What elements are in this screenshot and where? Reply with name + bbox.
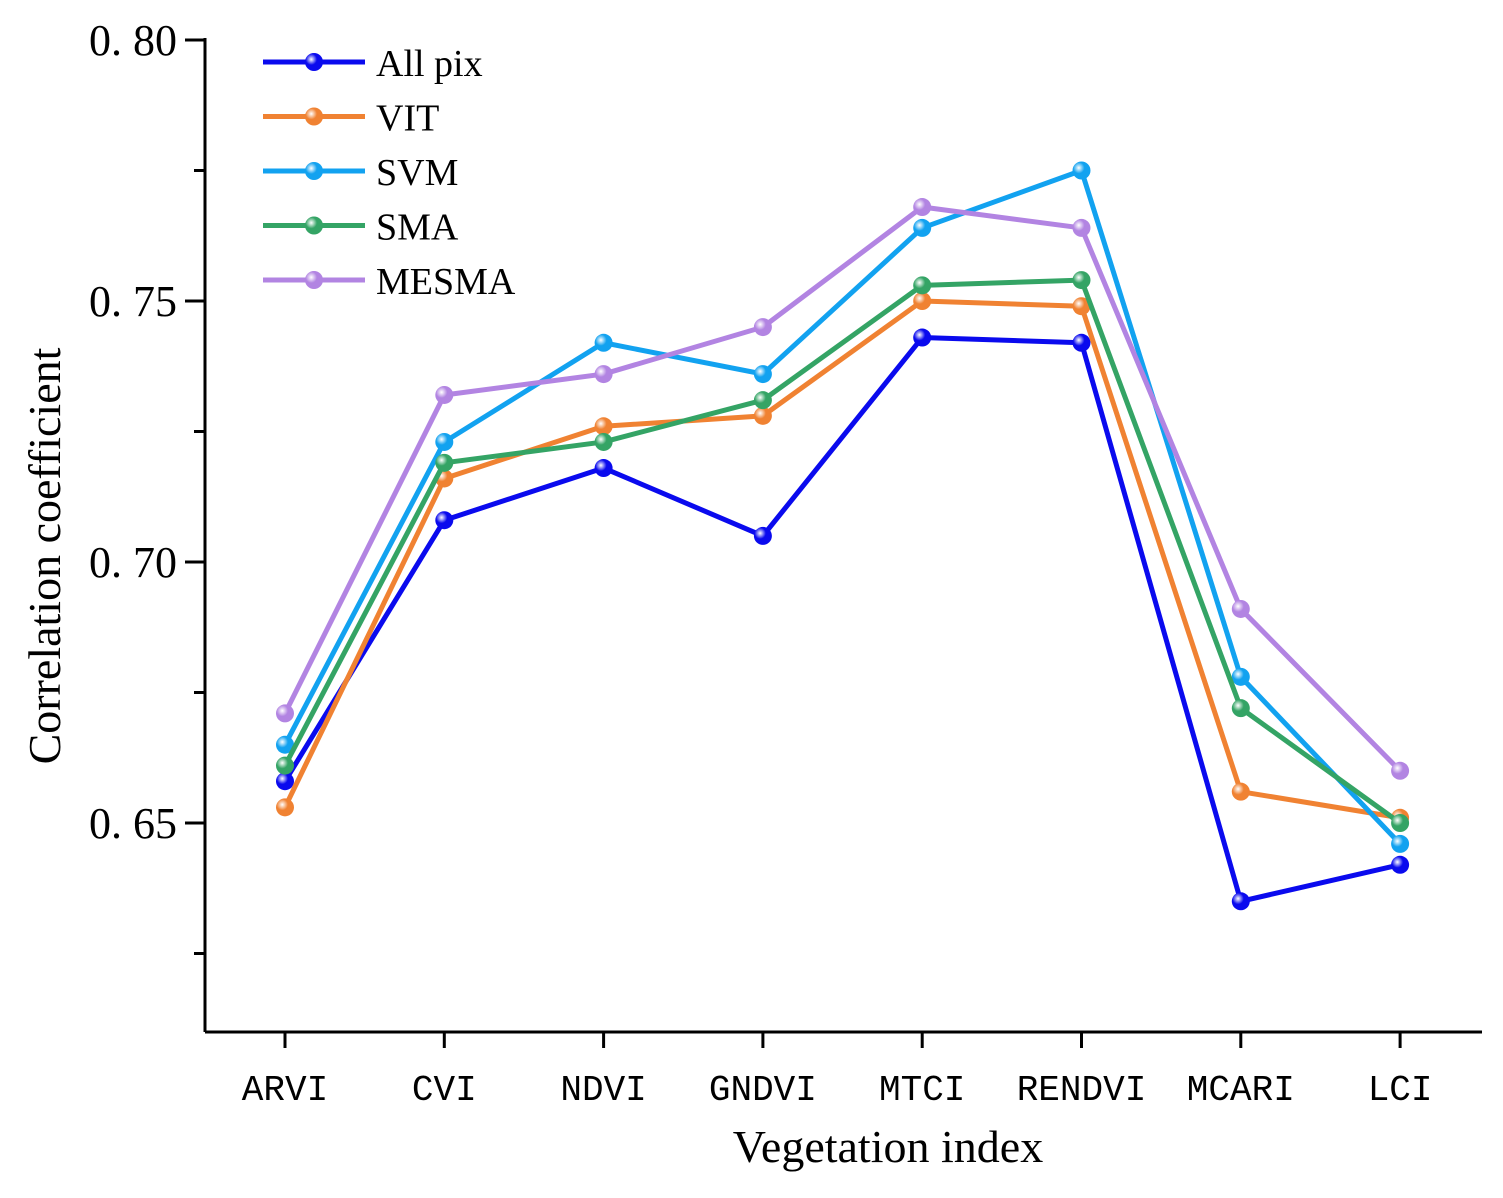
data-point	[594, 333, 613, 352]
data-point	[1231, 782, 1250, 801]
legend-item: All pix	[263, 43, 483, 85]
legend-label: VIT	[376, 98, 439, 140]
series-mesma	[276, 198, 1410, 780]
data-point	[913, 218, 932, 237]
data-point	[753, 391, 772, 410]
legend-item: SVM	[263, 152, 458, 194]
data-point	[753, 526, 772, 545]
legend-marker	[305, 53, 323, 71]
data-point	[1072, 218, 1091, 237]
data-point	[1391, 834, 1410, 853]
series-line	[282, 277, 1402, 826]
series-vit	[276, 292, 1410, 827]
data-point	[276, 772, 294, 791]
x-tick-label: ARVI	[242, 1070, 328, 1111]
data-point	[753, 318, 772, 337]
data-point	[1072, 297, 1091, 316]
data-point	[276, 798, 294, 817]
data-point	[435, 511, 454, 530]
series-line	[282, 298, 1401, 821]
data-point	[913, 292, 932, 310]
data-point	[913, 276, 932, 295]
legend-marker	[305, 216, 323, 235]
legend-item: MESMA	[263, 261, 516, 303]
legend-marker	[305, 271, 323, 289]
data-point	[913, 198, 932, 217]
data-point	[753, 365, 772, 384]
y-axis-title: Correlation coefficient	[19, 347, 70, 764]
data-point	[594, 459, 613, 478]
series-group	[276, 161, 1410, 911]
series-line	[282, 168, 1402, 846]
x-tick-label: LCI	[1368, 1070, 1433, 1111]
y-tick-label: 0. 75	[89, 277, 177, 326]
data-point	[1072, 333, 1091, 352]
y-tick-label: 0. 70	[89, 538, 177, 587]
x-tick-label: NDVI	[560, 1070, 646, 1111]
data-point	[1072, 161, 1091, 180]
data-point	[753, 406, 772, 425]
data-point	[594, 432, 613, 451]
x-axis-title: Vegetation index	[733, 1121, 1043, 1172]
x-tick-label: MTCI	[879, 1070, 965, 1111]
series-line	[282, 335, 1401, 904]
legend: All pix VIT SVM SMA MESMA	[263, 43, 516, 303]
x-tick-label: CVI	[412, 1070, 477, 1111]
legend-item: SMA	[263, 207, 459, 249]
series-line	[282, 204, 1402, 773]
data-point	[276, 704, 294, 723]
data-point	[435, 385, 454, 404]
data-point	[276, 756, 294, 775]
x-tick-label: RENDVI	[1017, 1070, 1147, 1111]
y-tick-label: 0. 80	[89, 16, 177, 65]
x-tick-label: MCARI	[1187, 1070, 1295, 1111]
data-point	[435, 453, 454, 472]
legend-marker	[305, 107, 323, 126]
legend-label: MESMA	[376, 261, 516, 303]
data-point	[1391, 761, 1410, 780]
x-tick-label: GNDVI	[709, 1070, 817, 1111]
data-point	[435, 432, 454, 451]
legend-label: SVM	[376, 152, 458, 194]
legend-label: All pix	[376, 43, 483, 85]
data-point	[1231, 699, 1250, 718]
legend-item: VIT	[263, 98, 439, 140]
data-point	[1391, 855, 1410, 874]
series-svm	[276, 161, 1410, 853]
axes: 0. 65 0. 70 0. 75 0. 80 ARVI CVI NDVI GNDVI MTCI…	[89, 16, 1482, 1111]
data-point	[594, 417, 613, 436]
data-point	[1391, 814, 1410, 832]
y-tick-label: 0. 65	[89, 799, 177, 848]
data-point	[1231, 599, 1250, 618]
data-point	[276, 735, 294, 754]
data-point	[1231, 892, 1250, 911]
series-all-pix	[276, 328, 1410, 911]
data-point	[1072, 271, 1091, 290]
series-sma	[276, 271, 1410, 832]
legend-marker	[305, 162, 323, 180]
data-point	[1231, 667, 1250, 686]
data-point	[594, 365, 613, 384]
data-point	[913, 328, 932, 347]
legend-label: SMA	[376, 207, 459, 249]
